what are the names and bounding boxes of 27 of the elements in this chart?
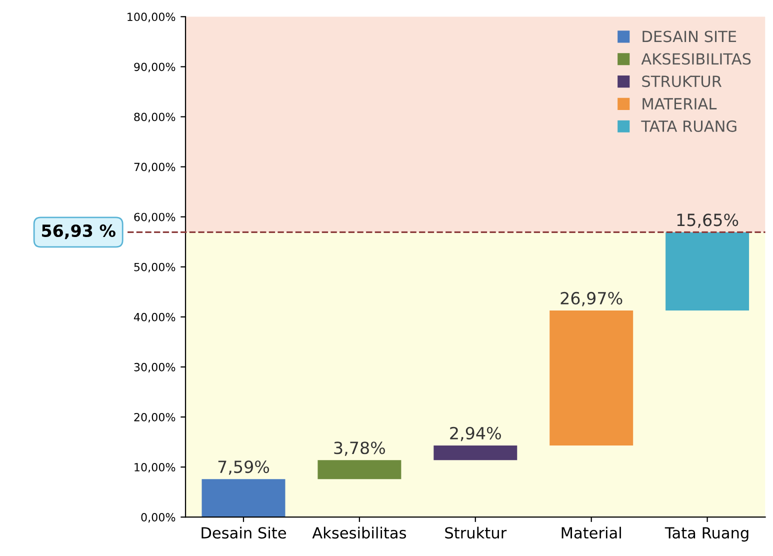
- x-tick-label: Aksesibilitas: [312, 526, 406, 539]
- x-tick-label: Struktur: [445, 526, 507, 539]
- x-tick-label: Tata Ruang: [664, 527, 748, 542]
- legend-label: DESAIN SITE: [642, 30, 736, 42]
- x-tick-label: Desain Site: [202, 526, 286, 539]
- y-tick-label: 70,00%: [134, 162, 176, 172]
- legend-label: AKSESIBILITAS: [641, 53, 751, 65]
- y-tick-label: 90,00%: [134, 62, 176, 72]
- y-tick-label: 60,00%: [134, 212, 176, 222]
- ref-line-label: 56,93 %: [42, 224, 116, 240]
- y-tick-label: 0,00%: [141, 513, 176, 523]
- y-tick-label: 80,00%: [134, 112, 176, 122]
- legend-label: TATA RUANG: [641, 120, 736, 132]
- data-label: 2,94%: [450, 426, 501, 442]
- y-tick-label: 50,00%: [134, 262, 176, 272]
- data-label: 26,97%: [560, 292, 622, 306]
- data-label: 7,59%: [218, 460, 270, 475]
- legend-label: STRUKTUR: [642, 76, 722, 88]
- y-tick-label: 100,00%: [128, 12, 176, 22]
- y-tick-label: 20,00%: [134, 412, 176, 423]
- y-tick-label: 30,00%: [134, 362, 176, 372]
- data-label: 3,78%: [334, 442, 385, 456]
- y-tick-label: 10,00%: [134, 463, 176, 473]
- legend-label: MATERIAL: [642, 98, 717, 110]
- x-tick-label: Material: [562, 526, 621, 539]
- y-tick-label: 40,00%: [134, 312, 176, 322]
- data-label: 15,65%: [677, 214, 738, 228]
